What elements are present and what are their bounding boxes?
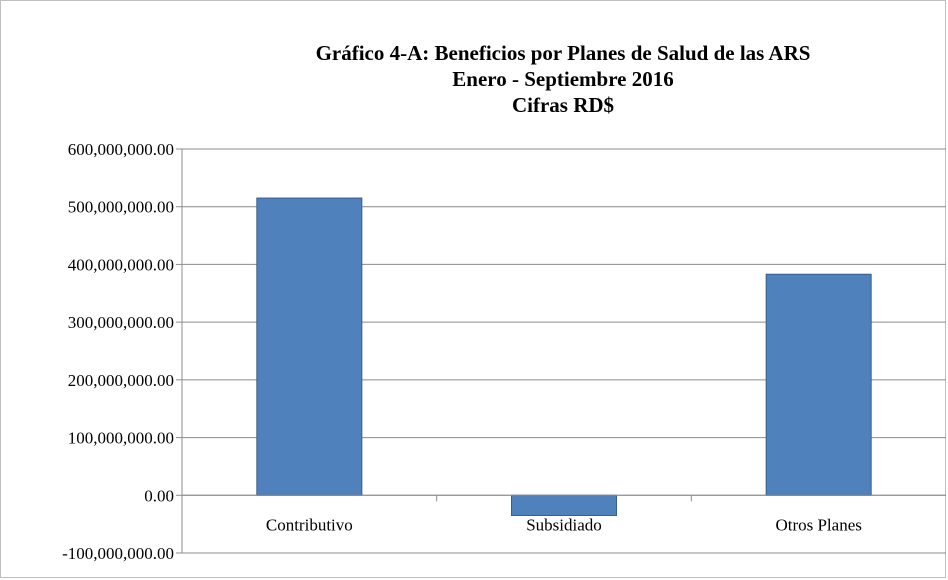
chart-subtitle-currency: Cifras RD$ bbox=[511, 93, 615, 117]
bar-otros-planes bbox=[765, 273, 872, 496]
bar-subsidiado bbox=[511, 494, 617, 516]
y-tick-label: 0.00 bbox=[144, 486, 174, 505]
chart-title: Gráfico 4-A: Beneficios por Planes de Sa… bbox=[315, 41, 811, 65]
x-category-label: Otros Planes bbox=[775, 515, 861, 534]
y-tick-label: 600,000,000.00 bbox=[68, 140, 174, 159]
y-tick-label: 200,000,000.00 bbox=[68, 371, 174, 390]
x-category-label: Contributivo bbox=[266, 515, 353, 534]
y-tick-label: 300,000,000.00 bbox=[68, 313, 174, 332]
y-tick-label: 400,000,000.00 bbox=[68, 255, 174, 274]
x-category-label: Subsidiado bbox=[526, 515, 602, 534]
chart-title-block: Gráfico 4-A: Beneficios por Planes de Sa… bbox=[170, 40, 948, 118]
bar-contributivo bbox=[256, 197, 363, 496]
y-tick-label: -100,000,000.00 bbox=[62, 544, 174, 563]
chart-subtitle-period: Enero - Septiembre 2016 bbox=[452, 67, 674, 91]
y-tick-label: 100,000,000.00 bbox=[68, 429, 174, 448]
y-tick-label: 500,000,000.00 bbox=[68, 198, 174, 217]
